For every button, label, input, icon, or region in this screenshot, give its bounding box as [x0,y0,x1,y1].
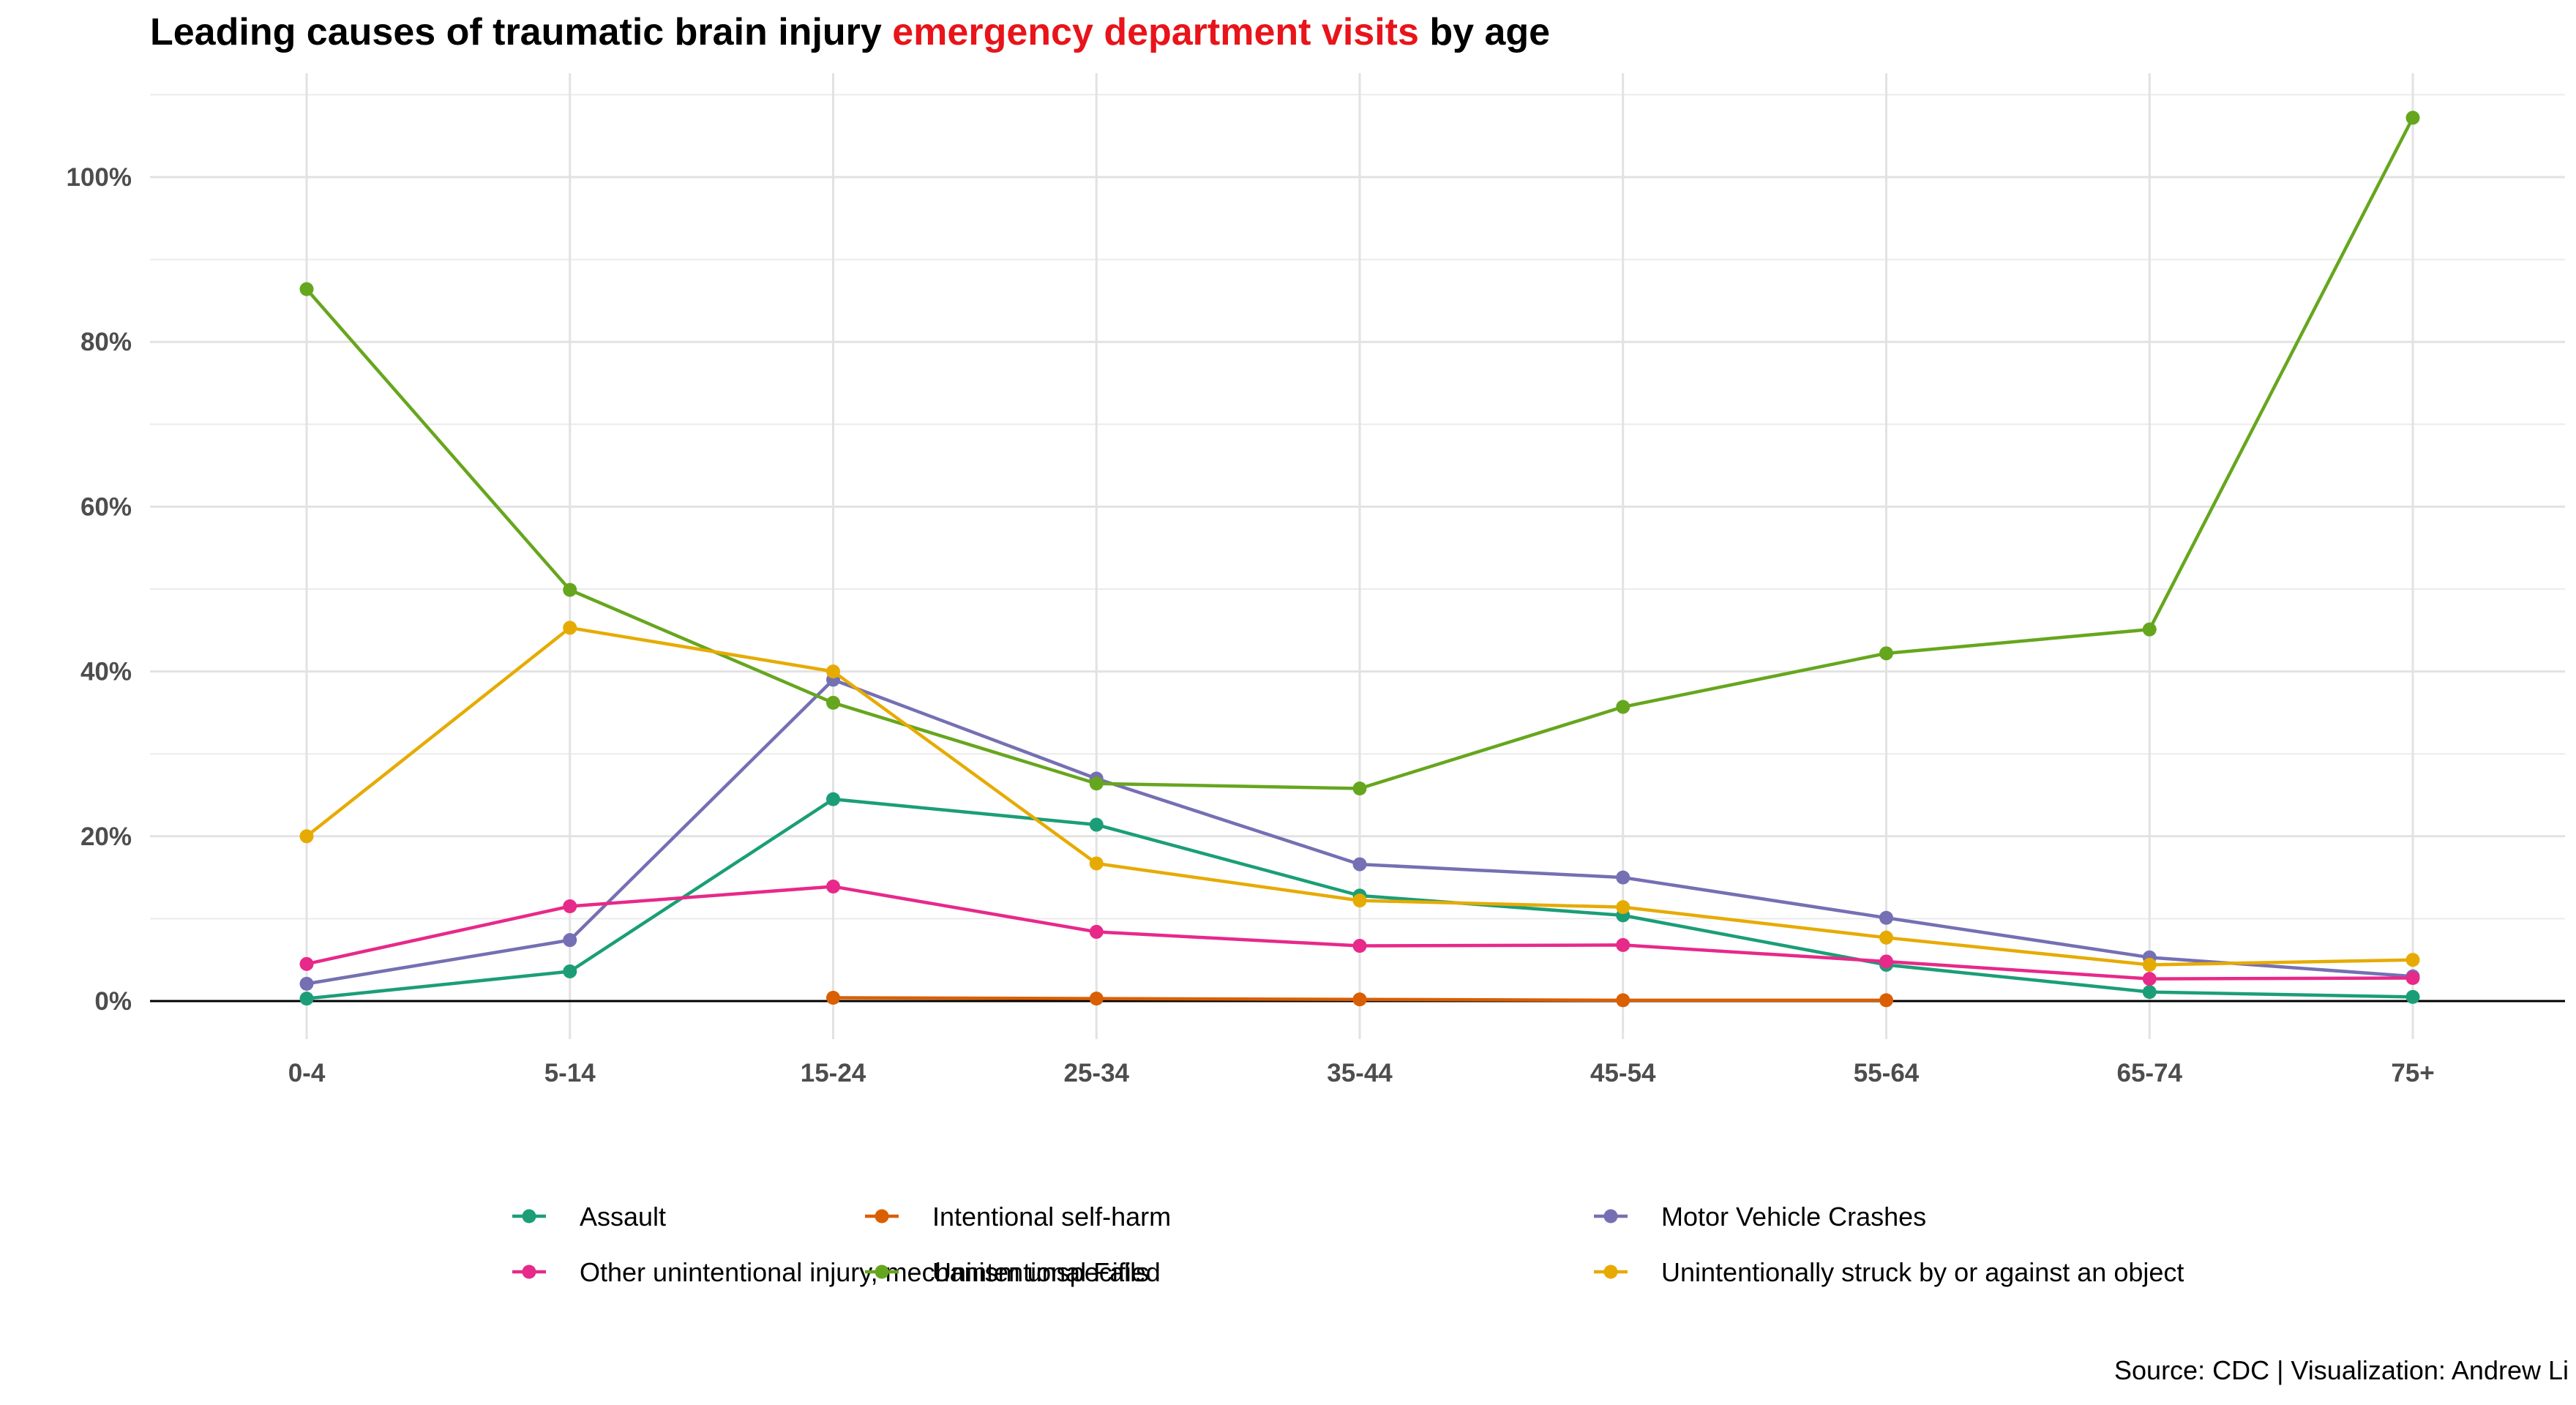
legend-key-point [875,1209,889,1224]
data-point-motor-vehicle-crashes [1352,857,1367,872]
data-point-unintentional-falls [826,695,840,710]
data-point-assault [2405,989,2420,1004]
series-unintentional-falls [299,110,2420,795]
y-tick-label: 0% [94,987,132,1016]
y-axis: 0% 20% 40% 60% 80% 100% [66,163,132,1016]
data-point-other-unintentional-injury-mechanism-unspecified [1616,937,1630,952]
data-point-intentional-self-harm [826,990,840,1005]
data-point-intentional-self-harm [1352,992,1367,1007]
legend-key-point [522,1209,536,1224]
y-tick-label: 20% [80,823,132,851]
legend-key-point [522,1264,536,1279]
data-point-unintentionally-struck-by-or-against-an-object [299,829,314,844]
legend-key-point [1603,1264,1618,1279]
data-point-motor-vehicle-crashes [563,933,577,948]
series-intentional-self-harm [826,990,1893,1008]
data-point-unintentionally-struck-by-or-against-an-object [826,664,840,679]
data-point-assault [826,792,840,806]
legend-label: Assault [580,1202,666,1232]
x-tick-label: 5-14 [544,1059,596,1087]
data-point-other-unintentional-injury-mechanism-unspecified [1089,924,1104,939]
legend-item-unintentional-falls: Unintentional Falls [865,1257,1149,1287]
data-point-assault [563,964,577,978]
legend-label: Unintentionally struck by or against an … [1661,1257,2184,1287]
data-point-intentional-self-harm [1879,993,1893,1008]
legend-item-assault: Assault [512,1202,666,1232]
data-point-other-unintentional-injury-mechanism-unspecified [2405,970,2420,985]
data-point-assault [2142,985,2157,1000]
chart-title: Leading causes of traumatic brain injury… [150,10,1550,54]
data-point-unintentionally-struck-by-or-against-an-object [2405,953,2420,967]
data-point-other-unintentional-injury-mechanism-unspecified [1879,954,1893,969]
x-tick-label: 15-24 [801,1059,866,1087]
data-point-other-unintentional-injury-mechanism-unspecified [299,956,314,971]
series-layer [299,110,2420,1008]
data-point-unintentional-falls [1879,646,1893,661]
data-point-unintentionally-struck-by-or-against-an-object [2142,957,2157,972]
data-point-unintentional-falls [563,582,577,597]
data-point-unintentionally-struck-by-or-against-an-object [1616,900,1630,915]
data-point-other-unintentional-injury-mechanism-unspecified [2142,972,2157,986]
title-text-highlight: emergency department visits [892,11,1419,53]
data-point-unintentional-falls [2142,622,2157,637]
data-point-unintentional-falls [1352,781,1367,795]
data-point-unintentionally-struck-by-or-against-an-object [1879,930,1893,945]
legend-key-point [1603,1209,1618,1224]
data-point-intentional-self-harm [1616,993,1630,1008]
data-point-motor-vehicle-crashes [1616,870,1630,885]
data-point-unintentional-falls [299,282,314,296]
legend-label: Unintentional Falls [932,1257,1149,1287]
title-text-before: Leading causes of traumatic brain injury [150,11,893,53]
legend-item-unintentionally-struck-by-or-against-an-object: Unintentionally struck by or against an … [1594,1257,2184,1287]
legend-label: Intentional self-harm [932,1202,1171,1232]
legend-key-point [875,1264,889,1279]
x-tick-label: 55-64 [1854,1059,1920,1087]
x-tick-label: 25-34 [1063,1059,1129,1087]
y-tick-label: 100% [66,163,132,192]
y-tick-label: 40% [80,658,132,686]
data-point-unintentional-falls [1089,776,1104,791]
legend: Assault Intentional self-harm Motor Vehicl… [512,1202,2184,1287]
x-tick-label: 45-54 [1590,1059,1656,1087]
data-point-unintentionally-struck-by-or-against-an-object [563,621,577,635]
data-point-unintentional-falls [1616,700,1630,714]
legend-label: Motor Vehicle Crashes [1661,1202,1926,1232]
data-point-other-unintentional-injury-mechanism-unspecified [563,899,577,914]
series-other-unintentional-injury-mechanism-unspecified [299,879,2420,986]
data-point-other-unintentional-injury-mechanism-unspecified [826,879,840,893]
data-point-motor-vehicle-crashes [1879,910,1893,925]
series-unintentionally-struck-by-or-against-an-object [299,621,2420,972]
data-point-other-unintentional-injury-mechanism-unspecified [1352,939,1367,953]
data-point-unintentionally-struck-by-or-against-an-object [1352,893,1367,908]
y-tick-label: 60% [80,492,132,521]
data-point-motor-vehicle-crashes [299,976,314,991]
y-tick-label: 80% [80,328,132,356]
data-point-assault [299,992,314,1006]
title-text-after: by age [1418,11,1551,53]
x-tick-label: 35-44 [1327,1059,1393,1087]
legend-item-motor-vehicle-crashes: Motor Vehicle Crashes [1594,1202,1926,1232]
x-axis: 0-4 5-14 15-24 25-34 35-44 45-54 55-64 65-74 75+ [288,1059,2435,1087]
data-point-intentional-self-harm [1089,992,1104,1006]
source-caption: Source: CDC | Visualization: Andrew Li [2114,1355,2569,1385]
data-point-unintentionally-struck-by-or-against-an-object [1089,856,1104,871]
x-tick-label: 65-74 [2116,1059,2182,1087]
legend-item-intentional-self-harm: Intentional self-harm [865,1202,1171,1232]
x-tick-label: 75+ [2391,1059,2434,1087]
data-point-unintentional-falls [2405,110,2420,125]
data-point-assault [1089,817,1104,832]
x-tick-label: 0-4 [288,1059,326,1087]
